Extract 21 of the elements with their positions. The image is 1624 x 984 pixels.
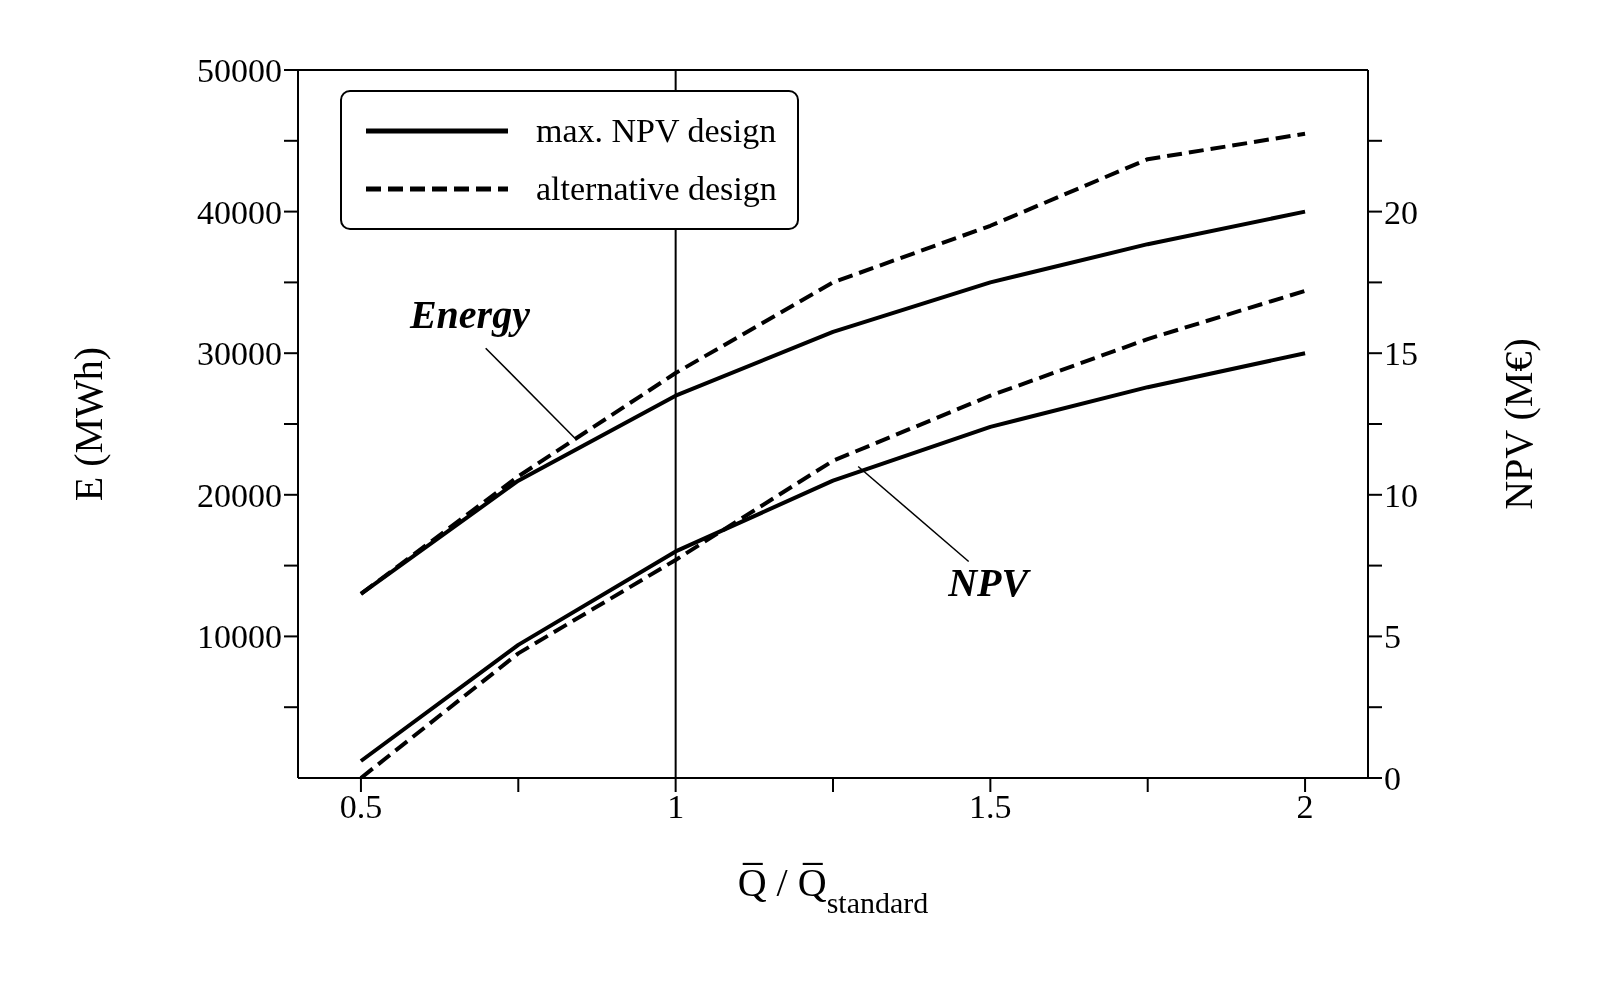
- legend-label: max. NPV design: [536, 112, 777, 150]
- y2-tick-label: 20: [1384, 193, 1418, 231]
- y2-axis-title: NPV (M€): [1496, 338, 1542, 510]
- y-axis-title: E (MWh): [66, 346, 112, 502]
- y-tick-label: 50000: [197, 52, 282, 90]
- x-axis-title: Q̅ / Q̅$_{standard}$: [737, 860, 929, 919]
- y-tick-label: 20000: [197, 476, 282, 514]
- annotation: Energy: [408, 292, 531, 338]
- legend-label: alternative design: [536, 170, 777, 208]
- x-tick-label: 1.5: [969, 788, 1012, 826]
- annotation: NPV: [947, 560, 1032, 606]
- x-tick-label: 1: [667, 788, 685, 826]
- y2-tick-label: 15: [1384, 335, 1418, 373]
- x-tick-label: 0.5: [339, 788, 383, 826]
- y-tick-label: 40000: [197, 193, 282, 231]
- y-tick-label: 30000: [197, 335, 282, 373]
- x-tick-label: 2: [1296, 788, 1314, 826]
- y2-tick-label: 5: [1384, 618, 1401, 656]
- y-tick-label: 10000: [197, 618, 282, 656]
- y2-tick-label: 0: [1384, 760, 1401, 798]
- y2-tick-label: 10: [1384, 476, 1418, 514]
